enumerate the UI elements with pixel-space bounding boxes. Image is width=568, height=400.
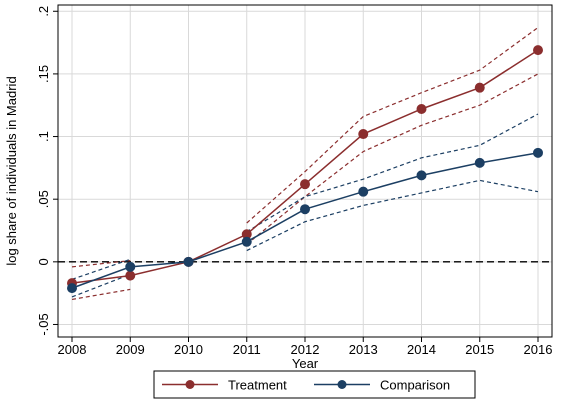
x-tick-label: 2011 <box>233 342 261 357</box>
legend: Treatment Comparison <box>153 370 476 399</box>
x-tick-label: 2015 <box>465 342 494 357</box>
x-tick-label: 2009 <box>116 342 145 357</box>
data-point-treatment <box>533 45 543 56</box>
data-point-treatment <box>358 129 369 140</box>
x-axis-title: Year <box>292 356 319 371</box>
legend-label-comparison: Comparison <box>380 378 450 393</box>
legend-swatch-marker <box>185 380 195 389</box>
legend-swatch-marker <box>337 380 347 389</box>
ci-band-comparison-lower <box>246 179 539 252</box>
data-point-comparison <box>358 186 369 197</box>
confidence-bands <box>71 27 539 301</box>
ci-band-treatment-lower <box>246 73 539 245</box>
data-point-comparison <box>125 261 136 272</box>
y-tick-label: 0 <box>36 258 51 265</box>
ci-band-treatment-upper <box>71 259 131 268</box>
ci-band-comparison-upper <box>71 258 131 280</box>
data-point-treatment <box>125 270 136 281</box>
data-point-comparison <box>416 170 427 181</box>
y-tick-label: .1 <box>36 131 51 142</box>
data-point-comparison <box>533 147 543 158</box>
x-tick-label: 2016 <box>524 342 553 357</box>
ci-band-comparison-upper <box>246 113 539 233</box>
y-tick-label: .2 <box>36 6 51 17</box>
ci-band-treatment-lower <box>71 288 131 301</box>
y-axis-title: log share of individuals in Madrid <box>4 76 19 265</box>
x-tick-label: 2008 <box>58 342 87 357</box>
data-point-comparison <box>183 256 194 267</box>
data-point-treatment <box>416 103 427 114</box>
y-tick-label: -.05 <box>36 313 51 335</box>
x-axis: 2008 2009 2010 2011 2012 2013 2014 2015 2016 <box>58 337 553 357</box>
ci-band-comparison-lower <box>71 273 131 298</box>
data-point-comparison <box>67 283 77 294</box>
series-lines <box>67 45 543 294</box>
data-point-comparison <box>474 157 485 168</box>
x-tick-label: 2014 <box>407 342 436 357</box>
legend-label-treatment: Treatment <box>228 378 287 393</box>
data-point-treatment <box>300 179 310 190</box>
y-tick-label: .05 <box>36 190 51 208</box>
data-point-comparison <box>300 204 310 215</box>
y-axis: -.05 0 .05 .1 .15 .2 <box>36 6 58 336</box>
x-tick-label: 2013 <box>349 342 378 357</box>
data-point-comparison <box>241 236 252 247</box>
x-tick-label: 2012 <box>291 342 320 357</box>
ci-band-treatment-upper <box>246 27 539 224</box>
x-tick-label: 2010 <box>174 342 203 357</box>
y-tick-label: .15 <box>36 65 51 83</box>
data-point-treatment <box>474 82 485 93</box>
